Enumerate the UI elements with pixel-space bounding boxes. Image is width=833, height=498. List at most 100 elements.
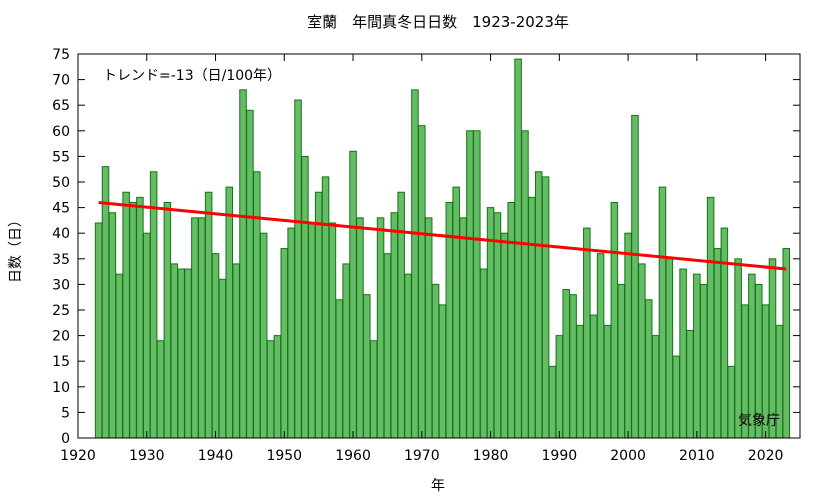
y-tick-label: 20 bbox=[52, 329, 70, 345]
bar-1995 bbox=[589, 314, 598, 439]
bar-2003 bbox=[644, 299, 653, 439]
x-tick-label: 1990 bbox=[542, 448, 578, 464]
x-axis-title: 年 bbox=[431, 478, 445, 494]
bar-1960 bbox=[349, 150, 357, 439]
bar-1945 bbox=[246, 109, 254, 439]
bar-2013 bbox=[713, 248, 722, 439]
bar-1954 bbox=[308, 222, 316, 439]
bar-1971 bbox=[424, 217, 433, 439]
bar-2011 bbox=[699, 283, 708, 439]
bar-1980 bbox=[486, 207, 495, 439]
bar-1957 bbox=[328, 222, 337, 439]
bar-1940 bbox=[211, 253, 220, 439]
y-tick-label: 55 bbox=[52, 149, 70, 165]
y-tick-label: 5 bbox=[61, 405, 70, 421]
bar-1955 bbox=[314, 191, 323, 439]
bar-1963 bbox=[369, 340, 378, 439]
bar-1964 bbox=[376, 217, 385, 439]
bars-group bbox=[94, 58, 791, 439]
bar-1944 bbox=[239, 89, 247, 439]
trend-line bbox=[98, 200, 787, 271]
bar-1977 bbox=[466, 130, 474, 439]
y-tick-label: 75 bbox=[52, 47, 70, 63]
bar-1983 bbox=[507, 201, 515, 439]
bar-1972 bbox=[431, 283, 440, 439]
bar-1962 bbox=[363, 294, 371, 439]
bar-2005 bbox=[658, 186, 667, 439]
bar-1937 bbox=[191, 217, 199, 439]
bar-2001 bbox=[631, 114, 639, 439]
bar-1966 bbox=[390, 212, 399, 439]
bar-2012 bbox=[706, 196, 715, 439]
bar-1941 bbox=[218, 278, 227, 439]
y-tick-label: 35 bbox=[52, 252, 70, 268]
bar-1924 bbox=[101, 166, 110, 439]
bar-1973 bbox=[438, 304, 447, 439]
bar-1992 bbox=[569, 294, 577, 439]
bar-2023 bbox=[782, 248, 791, 439]
source-label: 気象庁 bbox=[738, 413, 780, 429]
bar-1965 bbox=[383, 253, 392, 439]
bar-1961 bbox=[356, 217, 364, 439]
bar-1943 bbox=[232, 263, 240, 439]
y-tick-label: 50 bbox=[52, 175, 70, 191]
bar-2021 bbox=[768, 258, 777, 439]
bar-1948 bbox=[266, 340, 275, 439]
bar-1985 bbox=[521, 130, 529, 439]
bar-1984 bbox=[514, 58, 522, 439]
bar-1989 bbox=[548, 365, 557, 439]
bar-1931 bbox=[149, 171, 158, 439]
bar-2004 bbox=[651, 335, 660, 439]
bar-1986 bbox=[528, 196, 536, 439]
bar-1990 bbox=[555, 335, 564, 439]
x-tick-label: 2000 bbox=[610, 448, 646, 464]
bar-1970 bbox=[418, 125, 426, 439]
bar-1997 bbox=[603, 324, 612, 439]
bar-1950 bbox=[280, 248, 289, 439]
bar-1969 bbox=[411, 89, 419, 439]
bar-1938 bbox=[198, 217, 206, 439]
y-tick-label: 65 bbox=[52, 98, 70, 114]
bar-2000 bbox=[624, 232, 632, 439]
chart-title: 室蘭 年間真冬日日数 1923-2023年 bbox=[307, 13, 569, 31]
y-tick-label: 60 bbox=[52, 124, 70, 140]
bar-1993 bbox=[576, 324, 584, 439]
x-tick-label: 1980 bbox=[473, 448, 509, 464]
y-tick-label: 45 bbox=[52, 201, 70, 217]
bar-1925 bbox=[108, 212, 117, 439]
y-tick-label: 15 bbox=[52, 354, 70, 370]
bar-2009 bbox=[686, 329, 694, 439]
bar-2010 bbox=[693, 273, 701, 439]
bar-1979 bbox=[479, 268, 488, 439]
bar-1959 bbox=[342, 263, 350, 439]
bar-2006 bbox=[665, 258, 674, 439]
y-tick-label: 10 bbox=[52, 380, 70, 396]
plot-frame bbox=[77, 53, 801, 439]
x-tick-label: 1920 bbox=[60, 448, 96, 464]
x-tick-label: 2010 bbox=[679, 448, 715, 464]
bar-1998 bbox=[610, 201, 619, 439]
bar-1975 bbox=[452, 186, 460, 439]
bar-1976 bbox=[459, 217, 467, 439]
bar-1994 bbox=[583, 227, 591, 439]
x-tick-label: 1930 bbox=[129, 448, 165, 464]
bar-1988 bbox=[541, 176, 550, 439]
bar-1951 bbox=[287, 227, 295, 439]
bar-2015 bbox=[727, 365, 735, 439]
bar-2007 bbox=[672, 355, 680, 439]
bar-1967 bbox=[397, 191, 405, 439]
bar-1949 bbox=[273, 335, 282, 439]
bar-1934 bbox=[170, 263, 179, 439]
y-axis-title: 日数（日） bbox=[8, 213, 24, 283]
bar-1947 bbox=[259, 232, 268, 439]
bar-1926 bbox=[115, 273, 124, 439]
y-tick-label: 40 bbox=[52, 226, 70, 242]
bar-1952 bbox=[294, 99, 302, 439]
x-tick-label: 1940 bbox=[198, 448, 234, 464]
x-tick-label: 1970 bbox=[404, 448, 440, 464]
bar-1939 bbox=[204, 191, 213, 439]
bar-2014 bbox=[720, 227, 729, 439]
bar-1936 bbox=[184, 268, 192, 439]
x-tick-label: 1950 bbox=[266, 448, 302, 464]
